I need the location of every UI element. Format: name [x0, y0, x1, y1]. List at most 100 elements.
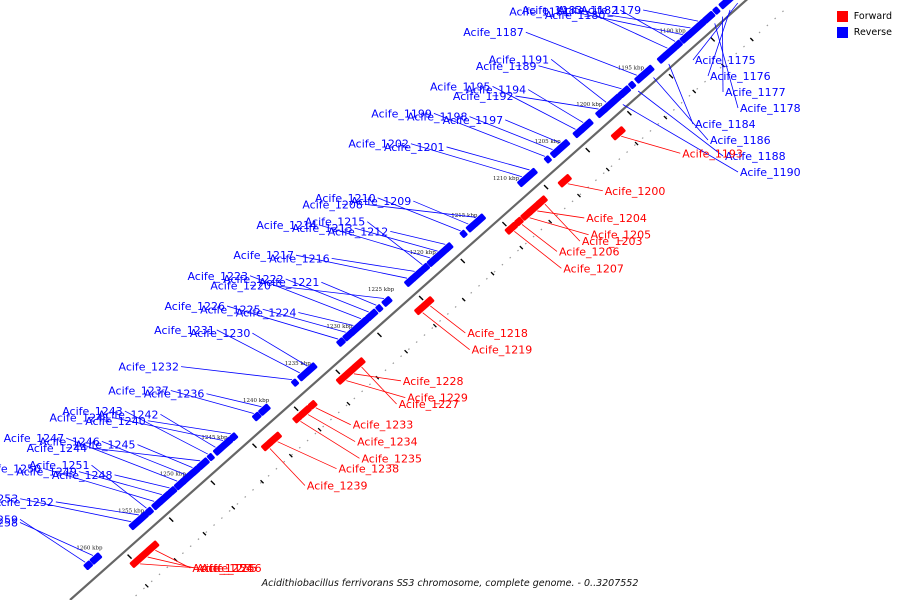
- reverse-gene-label-leader: [206, 393, 262, 408]
- forward-gene-label: Acife_1238: [339, 463, 400, 476]
- reverse-gene-label: Acife_1250: [0, 462, 41, 475]
- reverse-gene-label-leader: [707, 9, 731, 77]
- reverse-gene-label: Acife_1188: [725, 150, 786, 163]
- reverse-gene-label: Acife_1187: [463, 26, 524, 39]
- tick-label: 1195 kbp: [618, 65, 645, 71]
- reverse-gene-label-leader: [101, 440, 185, 475]
- map-caption: Acidithiobacillus ferrivorans SS3 chromo…: [261, 578, 639, 589]
- forward-gene-label-leader: [346, 380, 406, 398]
- reverse-gene: [381, 296, 393, 307]
- reverse-gene-label-leader: [584, 9, 668, 49]
- reverse-gene: [219, 436, 234, 451]
- reverse-gene-label-leader: [643, 9, 699, 22]
- forward-gene: [514, 216, 524, 227]
- dot-mark: [749, 37, 754, 42]
- reverse-gene: [459, 229, 468, 238]
- reverse-gene-label: Acife_1230: [190, 327, 251, 340]
- forward-gene: [557, 174, 572, 188]
- reverse-gene-label: Acife_1182: [558, 4, 619, 17]
- dot-mark: [519, 245, 524, 250]
- forward-gene: [298, 405, 312, 418]
- chromosome-axis: [69, 0, 791, 600]
- dot-mark: [404, 349, 409, 354]
- reverse-gene-label-leader: [78, 471, 162, 496]
- dot-mark: [202, 531, 207, 536]
- reverse-gene-label: Acife_1258: [0, 517, 18, 530]
- reverse-gene: [634, 72, 646, 84]
- tick-mark: [293, 406, 299, 412]
- tick-mark: [168, 517, 174, 523]
- forward-gene-label: Acife_1206: [559, 245, 620, 258]
- reverse-gene-label: Acife_1225: [200, 303, 261, 316]
- reverse-gene-label: Acife_1232: [118, 361, 179, 374]
- forward-gene: [420, 296, 435, 310]
- reverse-gene-label-leader: [19, 518, 86, 563]
- reverse-gene: [297, 370, 309, 382]
- tick-label: 1250 kbp: [160, 472, 187, 478]
- reverse-gene-label: Acife_1202: [348, 138, 409, 151]
- reverse-gene: [404, 275, 416, 287]
- reverse-gene-label-leader: [607, 14, 691, 29]
- tick-label: 1225 kbp: [368, 287, 395, 293]
- forward-gene: [145, 540, 160, 554]
- reverse-gene-label-leader: [527, 89, 584, 123]
- reverse-gene: [213, 444, 224, 456]
- forward-gene-label: Acife_1228: [403, 375, 464, 388]
- reverse-gene-label: Acife_1191: [489, 53, 550, 66]
- dot-mark: [634, 141, 639, 146]
- reverse-gene-label-leader: [637, 90, 724, 157]
- tick-mark: [127, 554, 133, 560]
- reverse-gene-label-leader: [147, 420, 231, 435]
- reverse-gene-label-leader: [505, 119, 561, 144]
- tick-label: 1230 kbp: [326, 324, 353, 330]
- forward-gene-label-leader: [514, 230, 562, 269]
- forward-gene-label: Acife_1233: [353, 419, 414, 432]
- reverse-gene-label: Acife_1176: [710, 70, 771, 83]
- reverse-gene: [342, 329, 355, 342]
- legend-item-reverse: Reverse: [836, 24, 892, 40]
- reverse-gene-label-leader: [249, 275, 362, 320]
- reverse-gene-label: Acife_1194: [466, 84, 527, 97]
- reverse-gene-label-leader: [170, 390, 254, 414]
- forward-gene-label-leader: [430, 305, 466, 334]
- tick-label: 1235 kbp: [285, 361, 312, 367]
- reverse-gene-label-leader: [622, 104, 739, 173]
- reverse-gene: [550, 147, 561, 158]
- legend-label-reverse: Reverse: [853, 26, 892, 38]
- reverse-gene: [724, 0, 739, 4]
- forward-gene-label-leader: [300, 420, 360, 459]
- reverse-gene-label: Acife_1244: [27, 442, 88, 455]
- reverse-gene-label-leader: [321, 281, 377, 306]
- reverse-gene-label-leader: [692, 2, 739, 61]
- dot-mark: [692, 89, 697, 94]
- dot-mark: [490, 271, 495, 276]
- reverse-gene-label-leader: [43, 468, 155, 502]
- reverse-gene-label: Acife_1224: [236, 307, 297, 320]
- forward-gene-label-leader: [155, 549, 191, 569]
- reverse-gene-label: Acife_1243: [62, 405, 123, 418]
- reverse-gene-label: Acife_1251: [29, 459, 90, 472]
- reverse-gene-label-leader: [137, 444, 193, 468]
- forward-gene-label: Acife_1229: [407, 392, 468, 405]
- reverse-gene: [258, 403, 271, 416]
- reverse-gene-label: Acife_1249: [16, 466, 77, 479]
- reverse-gene: [89, 552, 103, 565]
- forward-gene: [414, 304, 426, 316]
- tick-mark: [418, 295, 424, 301]
- reverse-gene: [134, 511, 149, 525]
- reverse-swatch: [836, 26, 848, 38]
- reverse-gene: [229, 432, 239, 442]
- reverse-gene-label-leader: [413, 200, 469, 225]
- tick-label: 1200 kbp: [576, 102, 603, 108]
- reverse-gene: [145, 506, 154, 516]
- reverse-gene-label: Acife_1192: [453, 90, 514, 103]
- reverse-gene-label-leader: [433, 113, 546, 157]
- forward-gene-label: Acife_1193: [682, 147, 743, 160]
- reverse-gene-label: Acife_1242: [98, 408, 159, 421]
- reverse-gene-label: Acife_1237: [108, 384, 169, 397]
- dot-mark: [461, 297, 466, 302]
- reverse-gene: [517, 172, 533, 188]
- reverse-gene-label-leader: [20, 498, 132, 523]
- reverse-gene-label-leader: [66, 437, 178, 482]
- forward-gene-label-leader: [567, 183, 603, 192]
